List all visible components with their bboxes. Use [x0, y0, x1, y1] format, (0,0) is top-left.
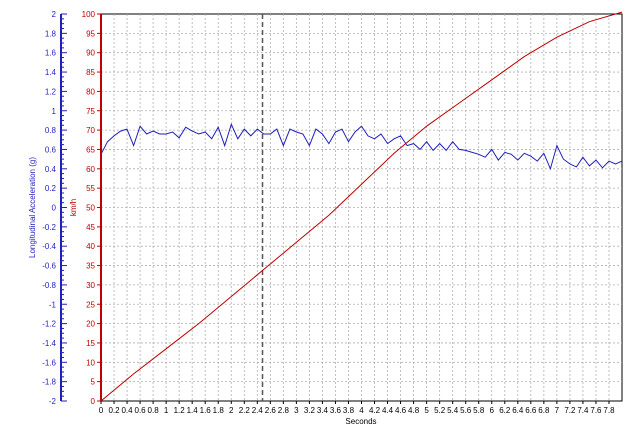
x-axis-tick-label: 0.2	[108, 406, 120, 415]
x-axis-tick-label: 2.4	[252, 406, 264, 415]
x-axis-tick-label: 6.6	[525, 406, 537, 415]
x-axis-tick-label: 0.6	[135, 406, 147, 415]
left-axis-tick-label: -0.4	[42, 242, 56, 251]
x-axis-tick-label: 7.2	[564, 406, 576, 415]
speed-axis-tick-label: 70	[86, 126, 95, 135]
speed-axis-tick-label: 10	[86, 358, 95, 367]
left-axis-tick-label: -0.6	[42, 262, 56, 271]
x-axis-tick-label: 5.2	[434, 406, 446, 415]
speed-axis-tick-label: 20	[86, 320, 95, 329]
speed-axis-tick-label: 45	[86, 223, 95, 232]
x-axis-tick-label: 6.4	[512, 406, 524, 415]
x-axis-tick-label: 1	[164, 406, 169, 415]
x-axis-tick-label: 1.6	[200, 406, 212, 415]
speed-axis-tick-label: 85	[86, 68, 95, 77]
left-axis-title: Longitudinal Acceleration (g)	[28, 157, 37, 258]
x-axis-tick-label: 5.6	[460, 406, 472, 415]
left-axis-tick-label: 0.4	[45, 165, 57, 174]
speed-axis-tick-label: 60	[86, 165, 95, 174]
left-axis-tick-label: 0	[52, 204, 57, 213]
x-axis-tick-label: 7	[555, 406, 560, 415]
x-axis-tick-label: 2	[229, 406, 234, 415]
x-axis-tick-label: 6.2	[499, 406, 511, 415]
x-axis-tick-label: 1.2	[174, 406, 186, 415]
speed-axis-tick-label: 15	[86, 339, 95, 348]
x-axis-tick-label: 0.8	[148, 406, 160, 415]
grid	[100, 13, 623, 402]
speed-axis-tick-label: 40	[86, 242, 95, 251]
speed-axis-tick-label: 25	[86, 300, 95, 309]
speed-axis-tick-label: 5	[91, 378, 96, 387]
x-axis-tick-label: 3.2	[304, 406, 316, 415]
left-axis-tick-label: 0.6	[45, 145, 57, 154]
x-axis-tick-label: 4	[359, 406, 364, 415]
speed-axis-tick-label: 0	[91, 397, 96, 406]
speed-axis-tick-label: 65	[86, 145, 95, 154]
speed-axis-tick-label: 80	[86, 87, 95, 96]
left-axis-tick-label: 1	[52, 107, 57, 116]
x-axis-tick-label: 7.6	[590, 406, 602, 415]
x-axis-title: Seconds	[345, 417, 376, 426]
left-axis-tick-label: -1.8	[42, 378, 56, 387]
x-axis-tick-label: 7.4	[577, 406, 589, 415]
left-axis-tick-label: 1.4	[45, 68, 57, 77]
speed-axis-tick-label: 75	[86, 107, 95, 116]
x-axis-tick-label: 2.8	[278, 406, 290, 415]
speed-axis-tick-label: 95	[86, 29, 95, 38]
x-axis-tick-label: 4.8	[408, 406, 420, 415]
left-axis-tick-label: 1.8	[45, 29, 57, 38]
left-axis-tick-label: -2	[49, 397, 57, 406]
left-axis-tick-label: -0.2	[42, 223, 56, 232]
left-axis-tick-label: -1.2	[42, 320, 56, 329]
left-axis-tick-label: 1.6	[45, 49, 57, 58]
speed-axis-tick-label: 55	[86, 184, 95, 193]
tick-labels: 21.81.61.41.210.80.60.40.20-0.2-0.4-0.6-…	[42, 10, 615, 415]
speed-axis-tick-label: 50	[86, 204, 95, 213]
x-axis-tick-label: 4.4	[382, 406, 394, 415]
left-axis-tick-label: 1.2	[45, 87, 57, 96]
x-axis-tick-label: 5.4	[447, 406, 459, 415]
left-axis-tick-label: -1.4	[42, 339, 56, 348]
speed-axis-tick-label: 100	[82, 10, 96, 19]
x-axis-tick-label: 0	[99, 406, 104, 415]
x-axis-tick-label: 7.8	[603, 406, 615, 415]
speed-axis-tick-label: 30	[86, 281, 95, 290]
x-axis-tick-label: 1.4	[187, 406, 199, 415]
speed-axis-tick-label: 35	[86, 262, 95, 271]
x-axis-tick-label: 6	[490, 406, 495, 415]
left-axis-tick-label: -1.6	[42, 358, 56, 367]
x-axis-tick-label: 2.2	[239, 406, 251, 415]
x-axis-tick-label: 1.8	[213, 406, 225, 415]
x-axis-tick-label: 0.4	[121, 406, 133, 415]
x-axis-tick-label: 3	[294, 406, 299, 415]
left-axis-tick-label: 0.2	[45, 184, 57, 193]
x-axis-tick-label: 3.6	[330, 406, 342, 415]
left-axis-tick-label: 0.8	[45, 126, 57, 135]
acceleration-series-line	[100, 122, 623, 171]
x-axis-tick-label: 5.8	[473, 406, 485, 415]
left-axis-tick-label: -0.8	[42, 281, 56, 290]
speed-axis-tick-label: 90	[86, 49, 95, 58]
x-axis-tick-label: 6.8	[538, 406, 550, 415]
x-axis-tick-label: 4.6	[395, 406, 407, 415]
x-axis-tick-label: 5	[424, 406, 429, 415]
speed-series-line	[100, 11, 623, 402]
x-axis-tick-label: 2.6	[265, 406, 277, 415]
axes	[60, 13, 610, 404]
x-axis-tick-label: 3.8	[343, 406, 355, 415]
left-axis-tick-label: -1	[49, 300, 57, 309]
left-axis-tick-label: 2	[52, 10, 57, 19]
series-layer	[100, 11, 623, 402]
x-axis-tick-label: 4.2	[369, 406, 381, 415]
right-axis-title: km/h	[69, 199, 78, 216]
x-axis-tick-label: 3.4	[317, 406, 329, 415]
